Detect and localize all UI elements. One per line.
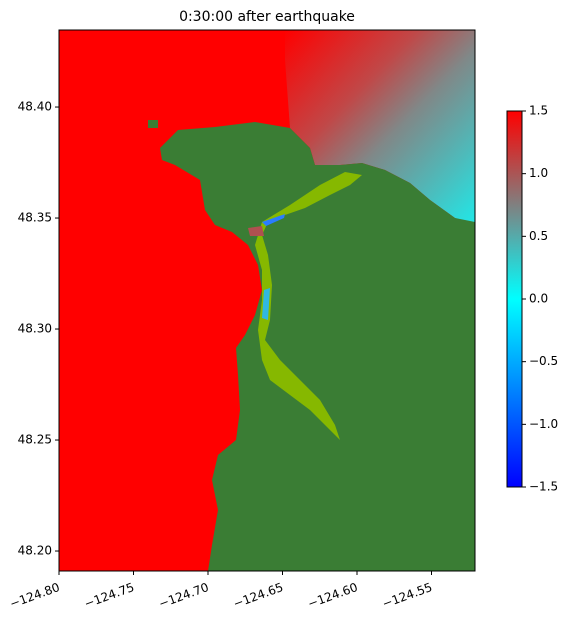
x-tick-label: −124.60 [306,580,360,611]
colorbar-tick-label: 1.0 [529,166,548,180]
plot-frame [58,29,476,572]
colorbar-tick-label: 0.5 [529,229,548,243]
x-tick-label: −124.75 [82,580,136,611]
y-tick-label: 48.40 [18,100,52,114]
colorbar-tick-label: 0.0 [529,292,548,306]
wave-field [285,30,475,225]
chart-title: 0:30:00 after earthquake [179,9,355,25]
colorbar-tick-label: −1.0 [529,417,558,431]
x-tick-label: −124.70 [157,580,211,611]
colorbar-tick-label: −1.5 [529,480,558,494]
inlet-water [262,214,285,226]
y-tick-label: 48.35 [18,211,52,225]
x-tick-label: −124.65 [231,580,285,611]
y-tick-label: 48.20 [18,544,52,558]
map [59,30,475,571]
inlet-water [248,226,264,236]
colorbar-tick-label: −0.5 [529,354,558,368]
colorbar-tick-label: 1.5 [529,104,548,118]
islet [148,120,158,128]
land [160,122,475,571]
inlet [255,172,362,440]
y-tick-label: 48.30 [18,322,52,336]
x-tick-label: −124.80 [8,580,62,611]
colorbar [506,110,523,488]
y-tick-label: 48.25 [18,433,52,447]
x-tick-label: −124.55 [380,580,434,611]
inlet-water [262,288,270,320]
